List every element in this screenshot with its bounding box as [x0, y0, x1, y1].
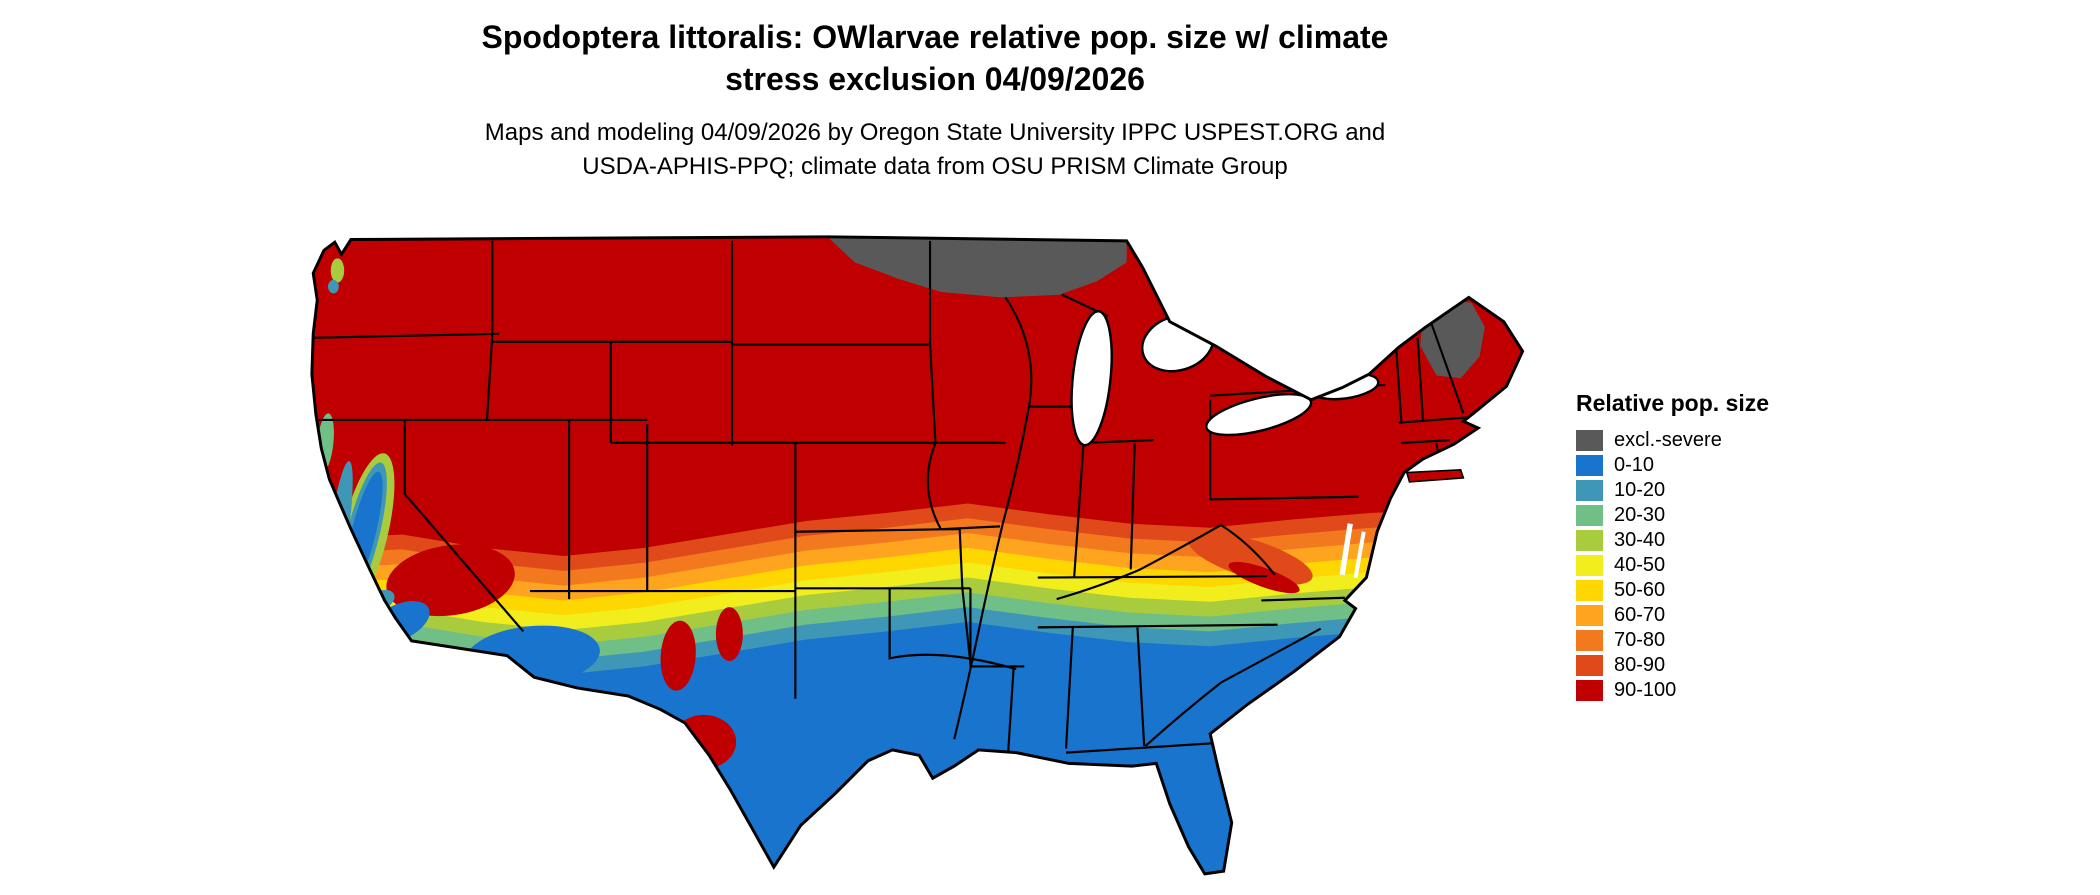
legend-swatch — [1576, 655, 1603, 676]
page-title: Spodoptera littoralis: OWlarvae relative… — [0, 16, 1870, 100]
path-shape — [1037, 575, 1267, 579]
title-line-2: stress exclusion 04/09/2026 — [725, 61, 1145, 97]
lake-erie — [1205, 392, 1313, 437]
legend-label: 30-40 — [1614, 529, 1666, 551]
legend-item: 90-100 — [1576, 679, 1876, 702]
path-shape — [1398, 416, 1469, 424]
band-0-10 — [311, 621, 1523, 874]
excluded-zone-minnesota — [827, 236, 1127, 298]
path-shape — [485, 240, 494, 421]
path-shape — [888, 588, 1017, 671]
legend-swatch — [1576, 580, 1603, 601]
nm-mountain-tongue — [660, 620, 696, 691]
path-shape — [1065, 742, 1215, 754]
legend-label: excl.-severe — [1614, 429, 1722, 451]
chesapeake-bay2 — [1353, 531, 1366, 578]
legend-swatch — [1576, 455, 1603, 476]
path-shape — [311, 332, 500, 339]
chesapeake-bay — [1339, 523, 1353, 576]
legend-item: 10-20 — [1576, 479, 1876, 502]
legend-swatch — [1576, 630, 1603, 651]
path-shape — [928, 240, 937, 443]
path-shape — [1401, 439, 1450, 444]
path-shape — [1416, 337, 1425, 421]
legend-swatch — [1576, 505, 1603, 526]
subtitle-line-1: Maps and modeling 04/09/2026 by Oregon S… — [484, 119, 1386, 146]
legend-item: 60-70 — [1576, 604, 1876, 627]
puget-lowland-patch2 — [328, 279, 339, 294]
legend-items: excl.-severe 0-10 10-20 20-30 30-40 40-50 50-6… — [1576, 429, 1876, 702]
path-shape — [1144, 681, 1222, 747]
path-shape — [1427, 314, 1465, 414]
legend-item: 50-60 — [1576, 579, 1876, 602]
big-bend-red-patch — [671, 714, 737, 769]
mojave-red-patch — [386, 544, 515, 617]
path-shape — [795, 527, 957, 533]
path-shape — [1129, 442, 1136, 570]
state-borders — [311, 240, 1469, 754]
lake-michigan — [1070, 310, 1113, 447]
legend-label: 60-70 — [1614, 604, 1666, 626]
legend-item: 70-80 — [1576, 629, 1876, 652]
legend-item: excl.-severe — [1576, 429, 1876, 452]
path-shape — [1073, 442, 1085, 578]
path-shape — [1394, 345, 1403, 423]
path-shape — [1056, 524, 1222, 601]
appalachian-orange-tongue — [1188, 532, 1313, 585]
path-shape — [926, 442, 942, 530]
legend-swatch — [1576, 680, 1603, 701]
legend-item: 40-50 — [1576, 554, 1876, 577]
blue-ridge-red-streak — [1228, 561, 1300, 594]
legend-item: 30-40 — [1576, 529, 1876, 552]
legend-swatch — [1576, 605, 1603, 626]
legend-swatch — [1576, 555, 1603, 576]
path-shape — [1136, 627, 1146, 746]
path-shape — [953, 296, 1033, 740]
legend-swatch — [1576, 430, 1603, 451]
path-shape — [1064, 627, 1074, 749]
path-shape — [1220, 524, 1276, 576]
path-shape — [1261, 596, 1345, 602]
us-outline — [310, 235, 1525, 876]
legend-title: Relative pop. size — [1576, 390, 1770, 416]
legend-label: 90-100 — [1614, 679, 1677, 701]
path-shape — [1220, 627, 1322, 684]
title-line-1: Spodoptera littoralis: OWlarvae relative… — [481, 19, 1389, 55]
legend: Relative pop. size excl.-severe 0-10 10-20… — [1576, 390, 1876, 704]
legend-label: 20-30 — [1614, 504, 1666, 526]
legend-swatch — [1576, 480, 1603, 501]
us-map — [302, 222, 1550, 890]
legend-label: 70-80 — [1614, 629, 1666, 651]
legend-item: 20-30 — [1576, 504, 1876, 527]
page-subtitle: Maps and modeling 04/09/2026 by Oregon S… — [0, 116, 1870, 184]
nm-mountain-tongue2 — [715, 607, 743, 662]
legend-label: 40-50 — [1614, 554, 1666, 576]
path-shape — [943, 525, 1001, 531]
legend-item: 0-10 — [1576, 454, 1876, 477]
legend-item: 80-90 — [1576, 654, 1876, 677]
legend-label: 80-90 — [1614, 654, 1666, 676]
path-shape — [1083, 439, 1154, 444]
long-island — [1405, 468, 1465, 483]
legend-swatch — [1576, 530, 1603, 551]
path-shape — [1210, 495, 1359, 501]
legend-label: 0-10 — [1614, 454, 1655, 476]
path-shape — [1037, 623, 1278, 629]
map-fill-layer — [311, 236, 1523, 874]
subtitle-line-2: USDA-APHIS-PPQ; climate data from OSU PR… — [582, 153, 1288, 180]
puget-lowland-patch — [330, 258, 345, 283]
path-shape — [403, 419, 525, 633]
legend-label: 50-60 — [1614, 579, 1666, 601]
us-map-svg — [310, 235, 1525, 876]
legend-label: 10-20 — [1614, 479, 1666, 501]
path-shape — [1007, 669, 1015, 753]
